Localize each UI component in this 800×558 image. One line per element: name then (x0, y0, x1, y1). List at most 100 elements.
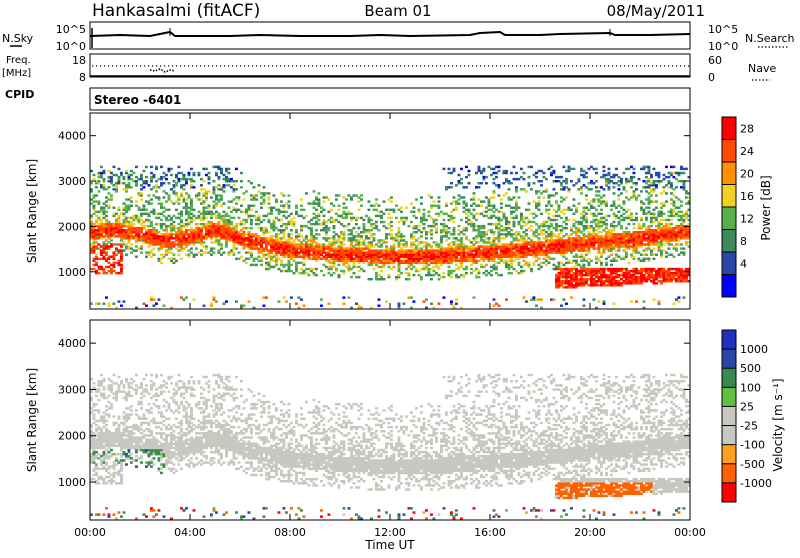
power-cell (528, 166, 531, 168)
power-cell (630, 282, 633, 284)
power-cell (593, 268, 596, 270)
power-cell (540, 243, 543, 245)
power-cell (453, 305, 456, 307)
power-cell (285, 239, 288, 241)
power-cell (528, 184, 531, 186)
power-cell (653, 190, 656, 192)
power-cell (465, 186, 468, 188)
power-cell (603, 235, 606, 237)
power-cell (280, 205, 283, 207)
power-cell (448, 266, 451, 268)
power-cell (488, 209, 491, 211)
power-cell (613, 258, 616, 260)
power-cell (538, 264, 541, 266)
power-cell (595, 186, 598, 188)
power-cell (580, 254, 583, 256)
power-cell (208, 182, 211, 184)
power-cell (338, 247, 341, 249)
power-cell (300, 268, 303, 270)
power-cell (553, 243, 556, 245)
power-cell (220, 225, 223, 227)
power-cell (610, 254, 613, 256)
power-cell (143, 233, 146, 235)
power-cell (503, 170, 506, 172)
power-cell (208, 229, 211, 231)
power-cell (535, 254, 538, 256)
power-cell (160, 223, 163, 225)
power-cell (305, 247, 308, 249)
power-cell (580, 174, 583, 176)
power-cell (270, 247, 273, 249)
power-cell (283, 233, 286, 235)
power-cell (295, 262, 298, 264)
power-cell (565, 223, 568, 225)
power-cell (553, 180, 556, 182)
power-cell (343, 254, 346, 256)
power-cell (213, 180, 216, 182)
power-cell (113, 174, 116, 176)
power-cell (268, 262, 271, 264)
power-cell (618, 243, 621, 245)
power-cell (565, 227, 568, 229)
power-cell (470, 247, 473, 249)
power-cell (650, 225, 653, 227)
power-cell (620, 225, 623, 227)
power-cell (165, 200, 168, 202)
power-cell (523, 243, 526, 245)
power-cell (125, 243, 128, 245)
power-cell (593, 243, 596, 245)
power-cell (250, 251, 253, 253)
power-cell (583, 298, 586, 300)
power-cell (220, 233, 223, 235)
power-cell (588, 278, 591, 280)
power-cell (445, 186, 448, 188)
power-cell (593, 200, 596, 202)
power-cell (608, 268, 611, 270)
power-cell (280, 225, 283, 227)
power-cell (170, 217, 173, 219)
power-cell (470, 241, 473, 243)
power-cell (488, 239, 491, 241)
power-cell (340, 254, 343, 256)
power-cell (408, 258, 411, 260)
power-cell (375, 243, 378, 245)
power-cell (313, 207, 316, 209)
power-cell (465, 176, 468, 178)
power-cell (500, 233, 503, 235)
power-cell (325, 266, 328, 268)
power-cell (615, 182, 618, 184)
power-cell (650, 174, 653, 176)
power-cell (528, 254, 531, 256)
power-cell (388, 233, 391, 235)
power-cell (200, 249, 203, 251)
power-cell (410, 221, 413, 223)
power-cell (353, 194, 356, 196)
power-cell (98, 219, 101, 221)
power-cell (495, 262, 498, 264)
power-cell (258, 235, 261, 237)
power-cell (200, 219, 203, 221)
power-cell (508, 231, 511, 233)
power-cell (333, 264, 336, 266)
power-cell (273, 254, 276, 256)
power-cell (585, 243, 588, 245)
power-cell (415, 217, 418, 219)
power-cell (98, 172, 101, 174)
power-cell (488, 217, 491, 219)
power-cell (185, 198, 188, 200)
power-cell (633, 243, 636, 245)
power-cell (170, 200, 173, 202)
power-cell (150, 198, 153, 200)
power-cell (580, 192, 583, 194)
power-cell (480, 170, 483, 172)
nsky-label: N.Sky (2, 32, 34, 45)
power-cell (178, 254, 181, 256)
power-cell (378, 215, 381, 217)
power-cell (210, 247, 213, 249)
power-cell (465, 258, 468, 260)
power-cell (590, 233, 593, 235)
power-cell (393, 266, 396, 268)
power-cell (423, 227, 426, 229)
power-cell (390, 254, 393, 256)
